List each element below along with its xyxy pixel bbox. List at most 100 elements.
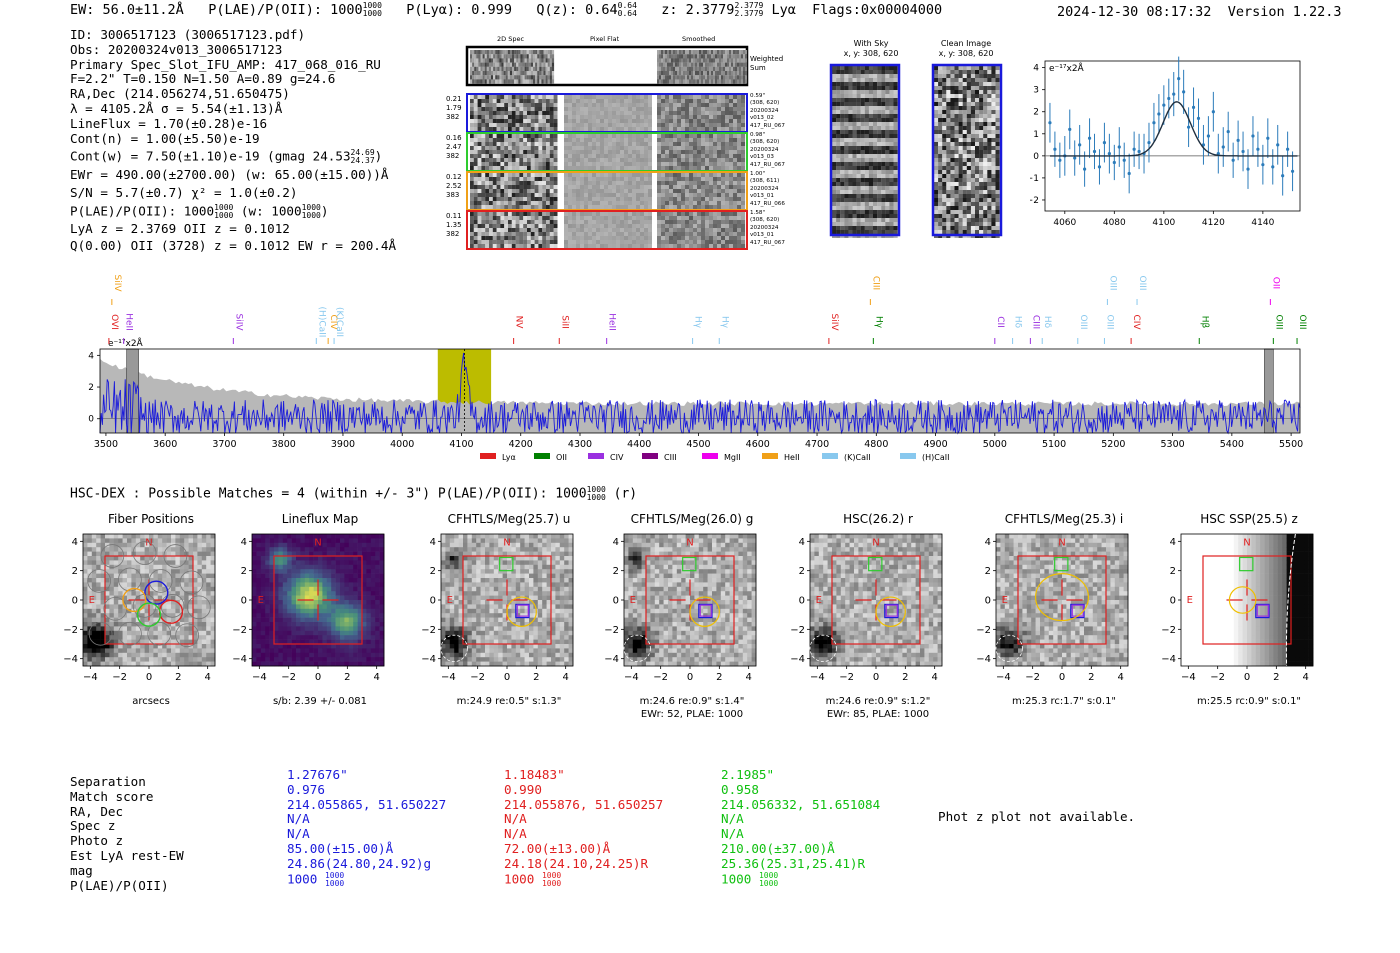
panel-xtick-label: −4 [1181, 672, 1196, 683]
spectrum-xtick-label: 3700 [212, 439, 236, 450]
panel-xtick-label: 4 [1302, 672, 1308, 683]
fit-data-point [1281, 155, 1285, 196]
spectrum-xtick-label: 4800 [864, 439, 888, 450]
panel-xtick-label: 4 [562, 672, 568, 683]
compass-north: N [872, 538, 879, 549]
panel-ytick-label: 2 [241, 566, 247, 577]
panel-ytick-label: 4 [799, 537, 805, 548]
panel-ytick-label: −2 [604, 625, 619, 636]
with-sky-label: With Sky [853, 39, 889, 48]
fit-data-point [1182, 69, 1186, 114]
match-marker-green [499, 556, 514, 572]
panel-xtick-label: −2 [112, 672, 127, 683]
col-2d-spec: 2D Spec [497, 35, 525, 43]
panel-ytick-label: −4 [421, 654, 436, 665]
panel-ytick-label: −4 [790, 654, 805, 665]
spectrum-line [99, 352, 1301, 435]
cutout-right-label: 417_RU_067 [750, 122, 785, 129]
spectrum-xtick-label: 5100 [1042, 439, 1066, 450]
match-marker-green [868, 556, 883, 572]
fit-data-point [1256, 131, 1260, 167]
match-value: 1000 1000 1000 [721, 870, 880, 888]
fit-data-point [1167, 78, 1171, 119]
panel-ytick-label: 0 [72, 596, 78, 607]
panel-xtick-label: −2 [1210, 672, 1225, 683]
panel-ytick-label: 4 [72, 537, 78, 548]
selected-fiber-circle [122, 587, 147, 613]
spectral-line-label: OII [1270, 277, 1280, 289]
panel-xtick-label: 2 [533, 672, 539, 683]
match-marker-purple [1256, 604, 1269, 617]
fit-data-point [1231, 142, 1235, 178]
clean-image-label: Clean Image [940, 39, 992, 48]
match-value: 1.27676" [287, 767, 348, 782]
match-plae-sub: 1000 [541, 878, 562, 888]
info-plae-sup: 1000 [214, 202, 234, 212]
match-marker-green [1054, 556, 1069, 572]
match-value: N/A [504, 811, 527, 827]
spectral-line-label: HeII [607, 313, 617, 331]
aperture-ellipse [506, 596, 537, 627]
neighbor-ellipse [623, 634, 651, 663]
spectral-line-label: HeII [124, 313, 134, 331]
spectral-line-label: SiII [559, 315, 569, 329]
fit-xtick-label: 4140 [1251, 218, 1274, 228]
cutout-row-left-labels: 0.16 2.47 382 [446, 134, 462, 161]
panel-xtick-label: −4 [996, 672, 1011, 683]
cutout-right-label: 417_RU_067 [750, 161, 785, 168]
panel-xtick-label: −2 [1025, 672, 1040, 683]
panel-xtick-label: 0 [1244, 672, 1250, 683]
fit-ytick-label: 1 [1033, 130, 1039, 140]
aperture-ellipse [875, 596, 906, 627]
fit-data-point [1216, 133, 1220, 174]
clean-image-title: Clean Image x, y: 308, 620 [931, 39, 1001, 59]
fit-ytick-label: −2 [1030, 196, 1039, 206]
panel-xtick-label: 2 [902, 672, 908, 683]
match-column: 2.1985" 0.958 214.056332, 51.651084 N/A N/A 2… [721, 767, 880, 888]
panel-title: Fiber Positions [107, 512, 195, 526]
cutout-right-label: (308, 620) [750, 139, 780, 146]
weighted-label-2: Sum [750, 64, 766, 72]
compass-east: E [1187, 595, 1193, 606]
fiber-circle [175, 623, 199, 648]
hsc-dex-title: HSC-DEX : Possible Matches = 4 (within +… [70, 486, 637, 502]
panel-ytick-label: 0 [613, 596, 619, 607]
panel-caption: m:24.9 re:0.5" s:1.3" [456, 696, 562, 707]
header-qz-sub: 0.64 [617, 9, 637, 18]
info-ewr: EWr = 490.00(±2700.00) (w: 65.00(±15.00)… [70, 167, 389, 183]
info-id: ID: 3006517123 (3006517123.pdf) [70, 27, 306, 42]
match-value: 85.00(±15.00)Å [287, 840, 394, 856]
hsc-end: (r) [613, 486, 638, 502]
match-value: 2.1985" [721, 767, 775, 782]
panel-ytick-label: 4 [985, 537, 991, 548]
spectral-line-label: SiIV [233, 313, 243, 331]
spectral-line-label: OIII [1104, 314, 1114, 329]
fiber-circle [118, 621, 142, 646]
aperture-ellipse [689, 596, 720, 627]
spectral-line-label: OIII [1107, 275, 1117, 290]
match-plae-sup: 1000 [324, 870, 345, 880]
cutout-right-label: 1.58" [750, 210, 766, 216]
cutout-left-label: 1.79 [446, 104, 462, 112]
panel-title: HSC SSP(25.5) z [1200, 512, 1298, 526]
aperture-box [104, 555, 194, 645]
compass-east: E [258, 595, 264, 606]
info-plae: P(LAE)/P(OII): 1000 [70, 203, 215, 219]
line-fit-chart: 4 3 2 1 0 −1 −2 4060 4080 4100 4120 4140 e⁻¹⁷x2Å [1030, 56, 1301, 228]
panel-ytick-label: −2 [421, 625, 436, 636]
cutout-right-label: (308, 620) [750, 100, 780, 107]
match-plae-sup: 1000 [758, 870, 779, 880]
compass-east: E [89, 595, 95, 606]
match-marker-purple [885, 604, 898, 617]
spectral-line-label: CIII [1030, 315, 1040, 329]
fit-data-point [1053, 131, 1057, 167]
aperture-box [1017, 555, 1107, 645]
spectrum-legend-item: OII [534, 453, 567, 462]
panel-title: HSC(26.2) r [843, 512, 913, 526]
cutout-right-label: 20200324 [750, 185, 779, 192]
spectral-line-label: (H)CaII [316, 307, 326, 338]
match-plae-sup: 1000 [541, 870, 562, 880]
weighted-sum-label: Weighted Sum [750, 55, 783, 73]
cutout-right-label: 20200324 [750, 224, 779, 231]
match-value: N/A [721, 826, 744, 842]
